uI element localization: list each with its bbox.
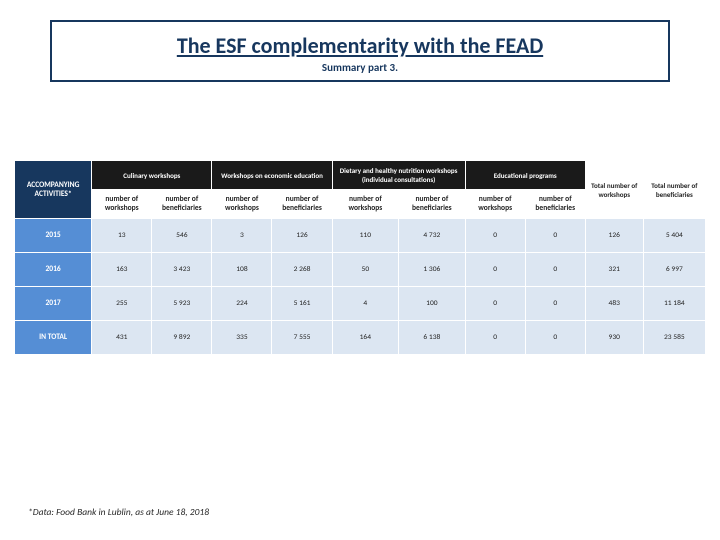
- summary-table-wrap: ACCOMPANYING ACTIVITIES* Culinary worksh…: [14, 160, 706, 355]
- page-subtitle: Summary part 3.: [66, 61, 654, 74]
- data-cell: 23 585: [643, 321, 705, 355]
- data-cell: 100: [399, 287, 466, 321]
- group-dietary: Dietary and healthy nutrition workshops …: [332, 161, 465, 190]
- subhead-b: number of beneficiaries: [152, 190, 212, 219]
- data-cell: 431: [92, 321, 152, 355]
- group-culinary: Culinary workshops: [92, 161, 212, 190]
- data-cell: 0: [465, 321, 525, 355]
- data-cell: 0: [525, 287, 585, 321]
- group-educational: Educational programs: [465, 161, 585, 190]
- page-title: The ESF complementarity with the FEAD: [66, 32, 654, 59]
- group-economic: Workshops on economic education: [212, 161, 332, 190]
- data-cell: 163: [92, 253, 152, 287]
- data-cell: 13: [92, 219, 152, 253]
- data-cell: 9 892: [152, 321, 212, 355]
- data-cell: 7 555: [272, 321, 332, 355]
- data-cell: 126: [585, 219, 643, 253]
- data-cell: 126: [272, 219, 332, 253]
- data-cell: 321: [585, 253, 643, 287]
- data-cell: 335: [212, 321, 272, 355]
- row-label: IN TOTAL: [15, 321, 92, 355]
- data-cell: 2 268: [272, 253, 332, 287]
- title-frame: The ESF complementarity with the FEAD Su…: [50, 20, 670, 82]
- table-row: IN TOTAL4319 8923357 5551646 1380093023 …: [15, 321, 706, 355]
- data-cell: 164: [332, 321, 399, 355]
- total-beneficiaries-header: Total number of beneficiaries: [643, 161, 705, 219]
- table-row: 20172555 9232245 16141000048311 184: [15, 287, 706, 321]
- data-cell: 4: [332, 287, 399, 321]
- subhead-w: number of workshops: [92, 190, 152, 219]
- data-cell: 5 161: [272, 287, 332, 321]
- data-cell: 0: [465, 287, 525, 321]
- data-cell: 6 138: [399, 321, 466, 355]
- subhead-w: number of workshops: [465, 190, 525, 219]
- data-cell: 483: [585, 287, 643, 321]
- data-cell: 3 423: [152, 253, 212, 287]
- footnote: *Data: Food Bank in Lublin, as at June 1…: [28, 506, 209, 518]
- row-label: 2017: [15, 287, 92, 321]
- data-cell: 224: [212, 287, 272, 321]
- data-cell: 4 732: [399, 219, 466, 253]
- data-cell: 0: [465, 253, 525, 287]
- data-cell: 930: [585, 321, 643, 355]
- data-cell: 0: [465, 219, 525, 253]
- table-row: 20161633 4231082 268501 306003216 997: [15, 253, 706, 287]
- corner-label: ACCOMPANYING ACTIVITIES*: [15, 161, 92, 219]
- header-row-groups: ACCOMPANYING ACTIVITIES* Culinary worksh…: [15, 161, 706, 190]
- data-cell: 1 306: [399, 253, 466, 287]
- data-cell: 546: [152, 219, 212, 253]
- data-cell: 0: [525, 321, 585, 355]
- table-row: 20151354631261104 732001265 404: [15, 219, 706, 253]
- data-cell: 5 404: [643, 219, 705, 253]
- data-cell: 11 184: [643, 287, 705, 321]
- data-cell: 0: [525, 253, 585, 287]
- total-workshops-header: Total number of workshops: [585, 161, 643, 219]
- subhead-b: number of beneficiaries: [399, 190, 466, 219]
- subhead-w: number of workshops: [332, 190, 399, 219]
- row-label: 2016: [15, 253, 92, 287]
- subhead-w: number of workshops: [212, 190, 272, 219]
- subhead-b: number of beneficiaries: [272, 190, 332, 219]
- row-label: 2015: [15, 219, 92, 253]
- data-cell: 50: [332, 253, 399, 287]
- subhead-b: number of beneficiaries: [525, 190, 585, 219]
- data-cell: 255: [92, 287, 152, 321]
- data-cell: 3: [212, 219, 272, 253]
- data-cell: 108: [212, 253, 272, 287]
- data-cell: 0: [525, 219, 585, 253]
- data-cell: 6 997: [643, 253, 705, 287]
- data-cell: 110: [332, 219, 399, 253]
- summary-table: ACCOMPANYING ACTIVITIES* Culinary worksh…: [14, 160, 706, 355]
- data-cell: 5 923: [152, 287, 212, 321]
